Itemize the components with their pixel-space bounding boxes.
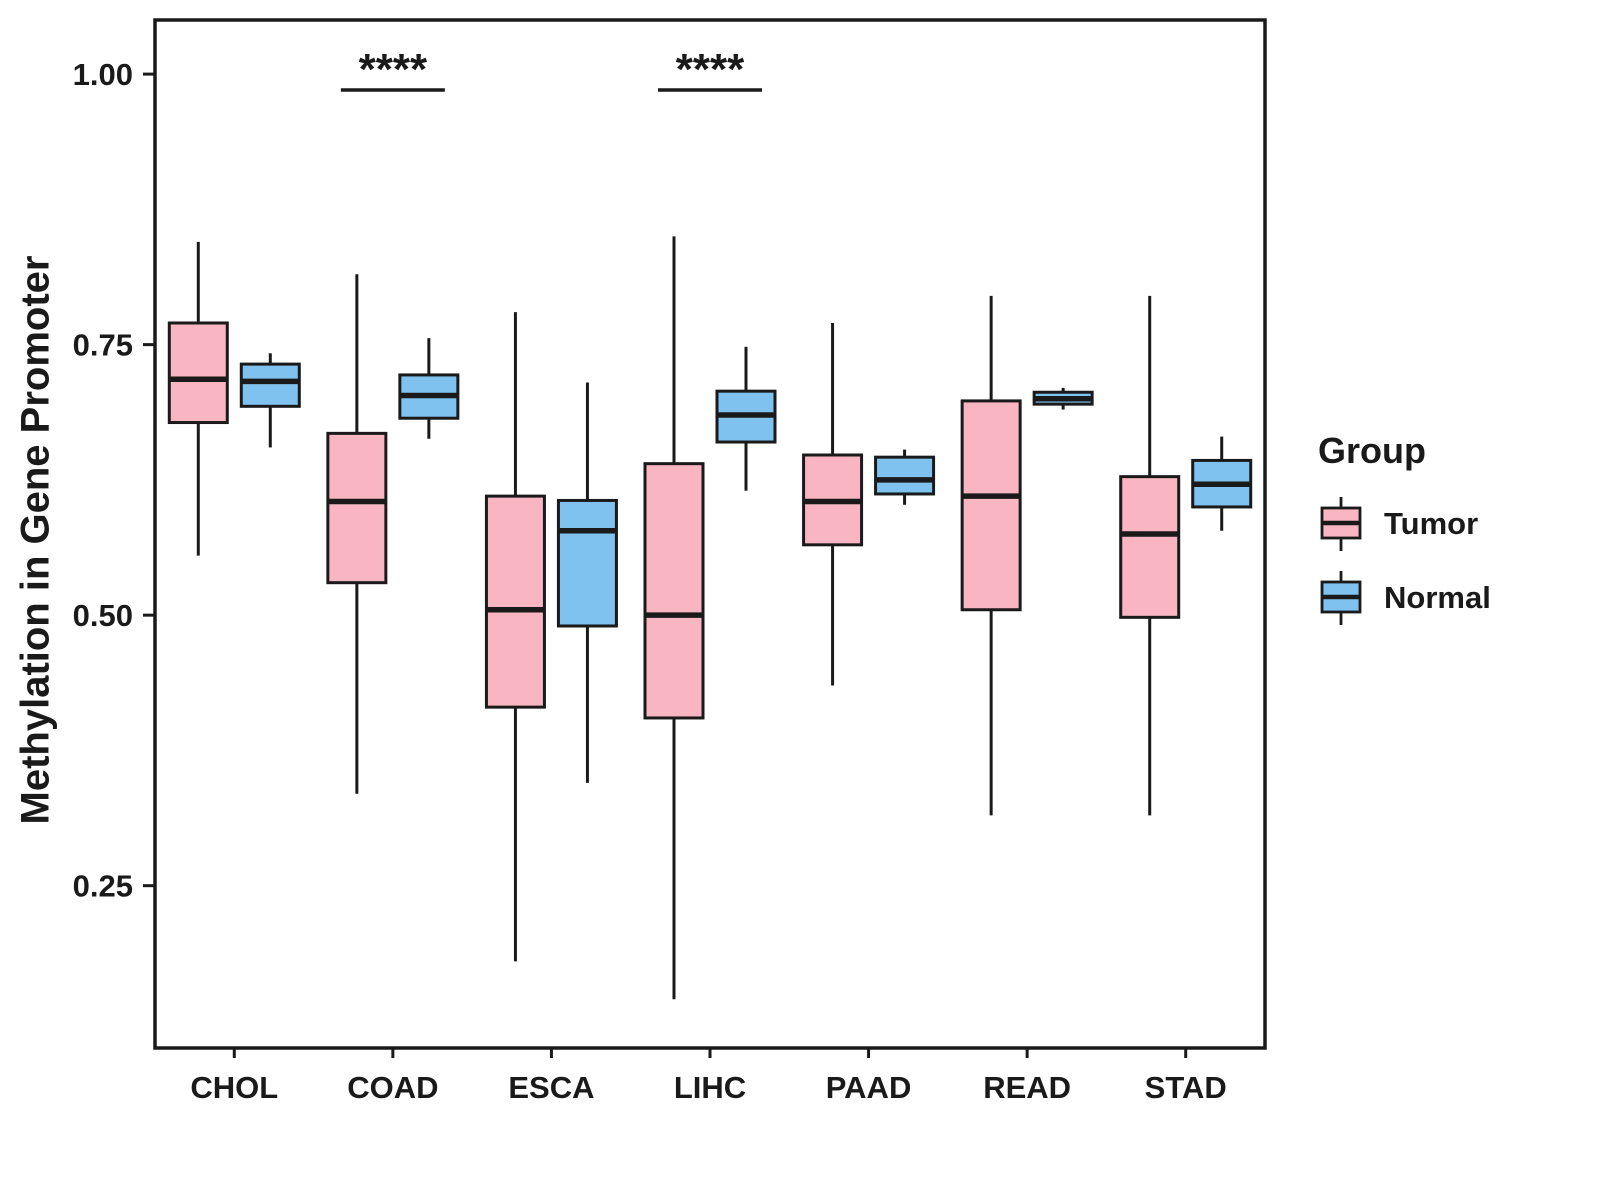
box-normal-chol <box>239 362 301 408</box>
panel-border <box>153 18 1267 1050</box>
box-normal-esca <box>556 498 618 628</box>
x-tick-label: ESCA <box>508 1070 594 1105</box>
x-tick-label: LIHC <box>674 1070 746 1105</box>
legend-entry-normal: Normal <box>1318 568 1491 628</box>
y-tick-label: 1.00 <box>73 57 133 92</box>
y-tick-label: 0.25 <box>73 869 133 904</box>
x-tick-label: READ <box>983 1070 1071 1105</box>
significance-stars-lihc: **** <box>676 45 745 94</box>
box-tumor-read <box>960 399 1022 612</box>
normal-boxplot-key-icon <box>1320 571 1362 625</box>
y-tick-label: 0.75 <box>73 328 133 363</box>
box-tumor-lihc <box>643 462 705 720</box>
y-tick-label: 0.50 <box>73 598 133 633</box>
box-normal-paad <box>874 455 936 496</box>
x-tick-label: PAAD <box>826 1070 912 1105</box>
box-tumor-esca <box>484 494 546 709</box>
x-tick-label: CHOL <box>190 1070 278 1105</box>
box-tumor-coad <box>326 431 388 585</box>
legend-label-normal: Normal <box>1384 580 1491 615</box>
legend: Group Tumor Normal <box>1318 430 1491 628</box>
x-tick-label: STAD <box>1145 1070 1227 1105</box>
box-tumor-stad <box>1119 475 1181 619</box>
x-tick-label: COAD <box>347 1070 438 1105</box>
tumor-boxplot-key-icon <box>1320 497 1362 551</box>
legend-title: Group <box>1318 430 1426 471</box>
box-tumor-chol <box>167 321 229 425</box>
legend-entry-tumor: Tumor <box>1318 494 1491 554</box>
significance-stars-coad: **** <box>359 45 428 94</box>
legend-label-tumor: Tumor <box>1384 506 1479 541</box>
